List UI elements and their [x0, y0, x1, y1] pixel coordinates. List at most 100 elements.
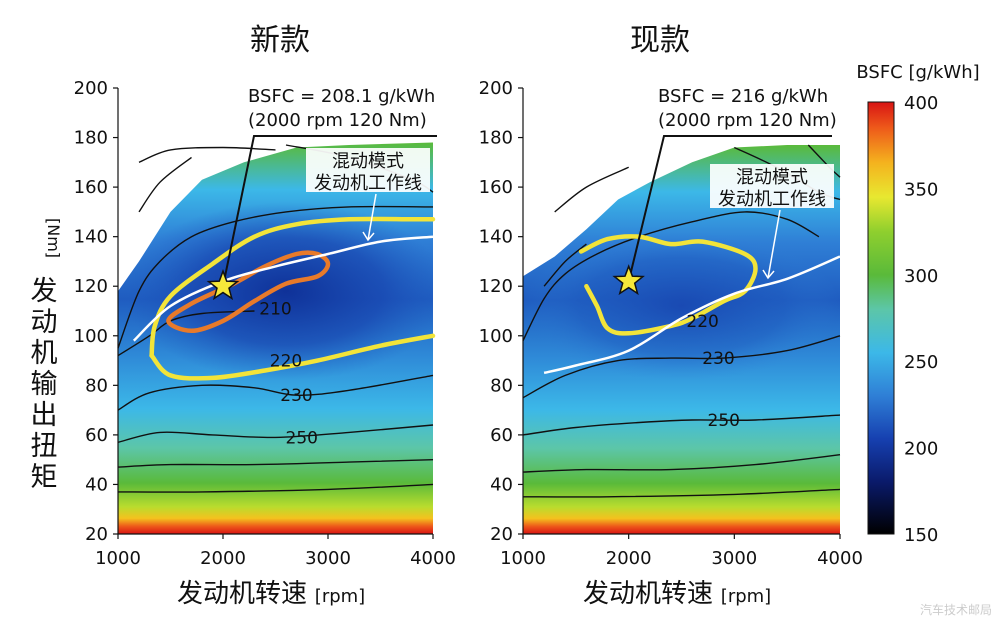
- y-tick-label: 180: [74, 128, 108, 149]
- colorbar-scale: [867, 101, 895, 535]
- y-tick-label: 160: [74, 177, 108, 198]
- x-axis-unit-new: [rpm]: [315, 586, 365, 607]
- contour-line: [117, 483, 434, 493]
- y-tick-label: 140: [74, 227, 108, 248]
- x-tick-label: 2000: [606, 548, 652, 569]
- x-axis-title-current: 发动机转速: [583, 579, 713, 609]
- y-tick-label: 100: [74, 326, 108, 347]
- y-axis-label-char: 出: [31, 400, 58, 431]
- y-tick-label: 20: [490, 524, 513, 545]
- contour-label: 210: [259, 300, 291, 320]
- y-tick-label: 140: [479, 227, 513, 248]
- y-axis-title: [Nm] 发动机输出扭矩: [31, 218, 64, 493]
- contour-label: 250: [708, 411, 740, 431]
- y-tick-label: 80: [85, 375, 108, 396]
- y-axis-label-char: 机: [31, 338, 58, 369]
- y-axis-label: 发动机输出扭矩: [31, 276, 58, 493]
- callout-bsfc: BSFC = 216 g/kWh: [658, 86, 828, 107]
- x-tick-label: 4000: [817, 548, 863, 569]
- y-tick-label: 120: [74, 276, 108, 297]
- colorbar-tick-label: 150: [904, 525, 938, 546]
- op-label-arrow: [767, 209, 781, 279]
- x-axis-title-new: 发动机转速: [177, 579, 307, 609]
- y-axis-unit: [Nm]: [44, 218, 63, 258]
- panel-title-new: 新款: [250, 23, 310, 58]
- y-tick-label: 160: [479, 177, 513, 198]
- op-label-line1: 混动模式: [332, 151, 404, 172]
- x-tick-label: 1000: [95, 548, 141, 569]
- y-tick-label: 60: [490, 425, 513, 446]
- op-label-arrowhead: [362, 231, 375, 242]
- op-label-arrowhead: [762, 269, 775, 280]
- operating-line: [132, 235, 434, 342]
- contour-line: [522, 335, 841, 399]
- y-tick-label: 180: [479, 128, 513, 149]
- contour-line: [117, 374, 434, 411]
- watermark: 汽车技术邮局: [919, 603, 992, 617]
- panel-title-current: 现款: [630, 23, 690, 58]
- contour-label: 220: [270, 352, 302, 372]
- y-tick-label: 80: [490, 375, 513, 396]
- contour-line: [117, 205, 434, 349]
- contour-line: [117, 459, 434, 468]
- y-axis-label-char: 动: [31, 307, 58, 338]
- contour-label: 220: [686, 312, 718, 332]
- callout-condition: (2000 rpm 120 Nm): [658, 110, 837, 131]
- x-tick-label: 1000: [500, 548, 546, 569]
- y-tick-label: 40: [85, 474, 108, 495]
- y-axis-label-char: 输: [31, 369, 58, 400]
- y-tick-label: 120: [479, 276, 513, 297]
- contour-label: 230: [702, 349, 734, 369]
- contour-line: [138, 146, 276, 163]
- colorbar-tick-label: 400: [904, 93, 938, 114]
- callout-leader: [222, 135, 437, 287]
- y-axis-label-char: 发: [31, 276, 58, 307]
- contour-line: [543, 243, 587, 287]
- optimum-callouts: BSFC = 208.1 g/kWh (2000 rpm 120 Nm) BSFC …: [206, 86, 837, 301]
- x-tick-label: 4000: [410, 548, 456, 569]
- colorbar-tick-label: 250: [904, 352, 938, 373]
- operating-lines: [132, 235, 841, 375]
- op-label-background: [710, 164, 834, 208]
- y-tick-label: 40: [490, 474, 513, 495]
- op-label-background: [306, 148, 430, 192]
- contour-line: [138, 156, 192, 213]
- x-tick-label: 3000: [305, 548, 351, 569]
- contour-label: 230: [280, 386, 312, 406]
- y-tick-label: 60: [85, 425, 108, 446]
- colorbar: BSFC [g/kWh] 400 350 300 250 200 150: [856, 62, 979, 546]
- y-axis-label-char: 扭: [31, 431, 58, 462]
- y-tick-label: 20: [85, 524, 108, 545]
- contour-line: [554, 166, 629, 213]
- op-label-line1: 混动模式: [736, 167, 808, 188]
- tick-labels: 1000 2000 3000 4000 20 40 60 80 100 120 140 160 180 2…: [74, 78, 863, 569]
- callout-condition: (2000 rpm 120 Nm): [248, 110, 427, 131]
- op-label-line2: 发动机工作线: [718, 189, 826, 210]
- colorbar-tick-label: 300: [904, 266, 938, 287]
- callout-bsfc: BSFC = 208.1 g/kWh: [248, 86, 435, 107]
- callout-leader: [627, 135, 832, 282]
- optimum-star: [206, 269, 240, 301]
- op-label-line2: 发动机工作线: [314, 173, 422, 194]
- heatmap-area-new: [118, 142, 433, 534]
- x-tick-label: 2000: [200, 548, 246, 569]
- contour-220: [149, 333, 436, 381]
- operating-line: [543, 255, 841, 375]
- axes: [113, 87, 841, 539]
- contour-labels: 210 220 230 250 220 230 250: [259, 300, 740, 449]
- colorbar-tick-label: 350: [904, 179, 938, 200]
- y-tick-label: 200: [74, 78, 108, 99]
- optimum-star: [612, 264, 645, 296]
- contour-line: [117, 424, 434, 443]
- colorbar-tick-label: 200: [904, 439, 938, 460]
- x-tick-label: 3000: [711, 548, 757, 569]
- contour-label: 250: [286, 428, 318, 448]
- contour-line: [522, 414, 841, 436]
- contour-line: [522, 488, 841, 498]
- contour-line: [522, 454, 841, 473]
- y-tick-label: 200: [479, 78, 513, 99]
- op-label-arrow: [367, 193, 377, 241]
- colorbar-ticks: 400 350 300 250 200 150: [904, 93, 938, 546]
